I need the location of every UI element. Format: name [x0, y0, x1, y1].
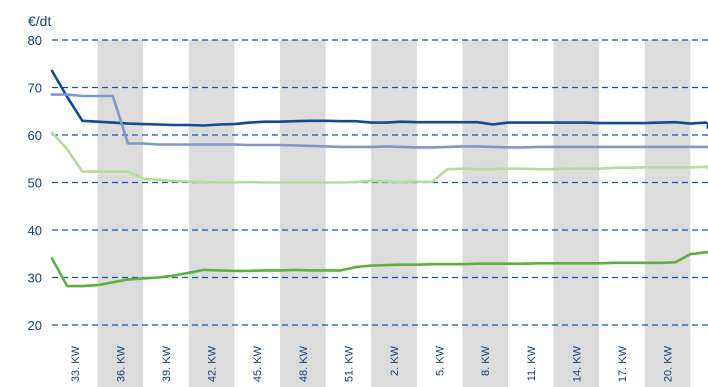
- y-tick-label: 20: [28, 318, 42, 333]
- shaded-band: [97, 40, 144, 387]
- y-tick-label: 60: [28, 128, 42, 143]
- shaded-band: [280, 40, 326, 387]
- x-tick-label: 42. KW: [207, 345, 219, 382]
- y-tick-label: 50: [28, 176, 42, 191]
- x-tick-label: 14. KW: [571, 345, 583, 382]
- x-tick-label: 45. KW: [252, 345, 264, 382]
- y-tick-label: 80: [28, 33, 42, 48]
- x-tick-label: 5. KW: [435, 345, 447, 376]
- x-tick-label: 2. KW: [389, 345, 401, 376]
- x-tick-label: 51. KW: [343, 345, 355, 382]
- x-tick-label: 17. KW: [617, 345, 629, 382]
- x-tick-label: 11. KW: [526, 345, 538, 381]
- shaded-band: [462, 40, 508, 387]
- shaded-band: [371, 40, 417, 387]
- shaded-band: [553, 40, 600, 387]
- x-tick-label: 36. KW: [115, 345, 127, 382]
- shaded-week-bands: [97, 40, 691, 387]
- y-tick-label: 30: [28, 271, 42, 286]
- series-lines: [50, 69, 708, 288]
- x-tick-label: 20. KW: [663, 345, 675, 382]
- x-tick-label: 48. KW: [298, 345, 310, 382]
- shaded-band: [188, 40, 235, 387]
- y-tick-label: 40: [28, 223, 42, 238]
- series-line-2: [50, 93, 708, 149]
- shaded-band: [644, 40, 691, 387]
- x-tick-label: 39. KW: [161, 345, 173, 382]
- y-axis-tick-labels: 20 30 40 50 60 70 80: [28, 33, 42, 333]
- y-axis-unit-label: €/dt: [28, 13, 51, 29]
- series-line-4: [50, 251, 708, 288]
- y-tick-label: 70: [28, 81, 42, 96]
- series-line-3: [50, 131, 708, 184]
- x-tick-label: 8. KW: [480, 345, 492, 376]
- x-axis-tick-labels: 33. KW 36. KW 39. KW 42. KW 45. KW 48. KW 51. …: [70, 345, 675, 382]
- x-tick-label: 33. KW: [70, 345, 82, 382]
- series-line-1: [50, 69, 708, 130]
